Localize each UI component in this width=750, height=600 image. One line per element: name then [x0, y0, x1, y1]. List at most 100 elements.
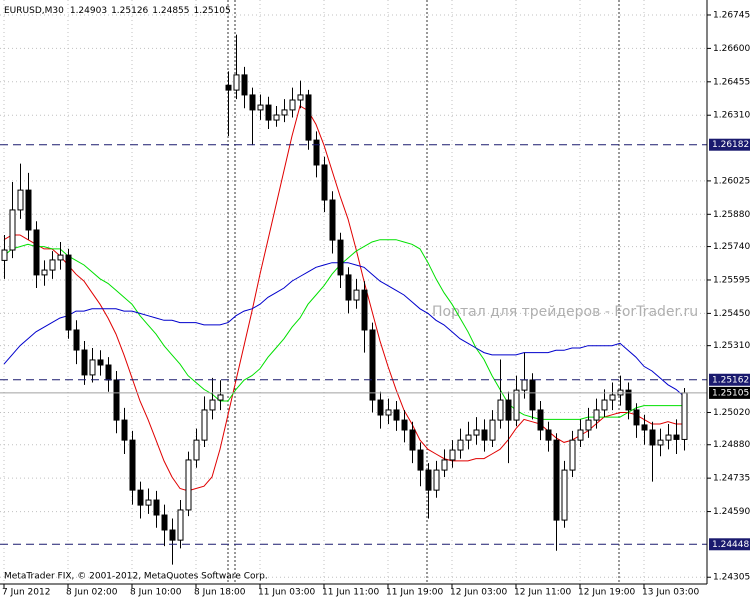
x-tick-label: 13 Jun 03:00 — [642, 588, 699, 598]
y-tick-label: 1.25595 — [713, 275, 750, 285]
candle-body — [209, 399, 216, 411]
x-tick-label: 8 Jun 18:00 — [194, 588, 246, 598]
candle-body — [449, 449, 456, 461]
candle-body — [345, 274, 352, 301]
high-value: 1.25126 — [111, 6, 148, 16]
x-tick-label: 11 Jun 19:00 — [386, 588, 443, 598]
axes: 1.26745 1.26600 1.26455 1.26310 1.26025 1.258… — [2, 10, 750, 598]
candle-body — [281, 109, 288, 116]
candle-body — [1, 249, 8, 261]
y-tick-label: 1.25020 — [713, 408, 750, 418]
open-value: 1.24903 — [70, 6, 107, 16]
candle-body — [137, 489, 144, 506]
candle-body — [361, 289, 368, 331]
y-tick-label: 1.26310 — [713, 111, 750, 121]
y-tick-label: 1.26455 — [713, 77, 750, 87]
x-tick-label: 7 Jun 2012 — [2, 588, 50, 598]
y-tick-label: 1.25880 — [713, 210, 750, 220]
candle-body — [265, 104, 272, 121]
candle-body — [225, 84, 232, 91]
candle-body — [145, 499, 152, 506]
chart-header: EURUSD,M30 1.24903 1.25126 1.24855 1.25105 — [4, 6, 231, 16]
close-value: 1.25105 — [194, 6, 231, 16]
y-tick-label: 1.24735 — [713, 474, 750, 484]
candle-body — [9, 209, 16, 251]
level-label: 1.25162 — [712, 375, 749, 385]
y-tick-label: 1.24880 — [713, 440, 750, 450]
candle-body — [97, 359, 104, 366]
moving-average — [3, 262, 685, 397]
candle-body — [161, 514, 168, 531]
level-label: 1.24448 — [712, 540, 749, 550]
candle-body — [585, 419, 592, 431]
candle-body — [129, 439, 136, 491]
x-tick-label: 8 Jun 02:00 — [66, 588, 118, 598]
candle-body — [33, 229, 40, 276]
x-tick-label: 11 Jun 03:00 — [258, 588, 315, 598]
y-tick-label: 1.26600 — [713, 44, 750, 54]
candle-body — [393, 409, 400, 421]
candle-body — [257, 104, 264, 111]
candle-body — [153, 499, 160, 516]
symbol: EURUSD,M30 — [4, 6, 64, 16]
candle-body — [185, 459, 192, 511]
time-scale — [0, 584, 707, 600]
level-label-box — [709, 373, 750, 386]
candle-body — [385, 409, 392, 416]
current-price-label: 1.25105 — [712, 388, 749, 398]
candle-body — [417, 449, 424, 471]
candle-body — [665, 434, 672, 441]
candle-body — [561, 469, 568, 521]
candle-body — [569, 439, 576, 471]
candle-body — [289, 99, 296, 111]
candle-body — [337, 239, 344, 276]
candle-body — [321, 164, 328, 201]
candle-body — [481, 429, 488, 441]
candle-body — [201, 409, 208, 441]
candle-body — [545, 429, 552, 441]
candle-body — [489, 419, 496, 441]
candle-body — [473, 429, 480, 436]
candle-body — [105, 364, 112, 381]
candle-body — [433, 469, 440, 491]
y-tick-label: 1.26025 — [713, 176, 750, 186]
candle-body — [633, 409, 640, 426]
y-tick-label: 1.24590 — [713, 507, 750, 517]
candle-body — [297, 94, 304, 101]
candle-body — [121, 419, 128, 441]
candle-body — [657, 439, 664, 446]
plot — [0, 34, 707, 565]
candle-body — [169, 529, 176, 541]
candle-body — [73, 329, 80, 351]
candle-body — [89, 359, 96, 376]
x-tick-label: 8 Jun 10:00 — [130, 588, 182, 598]
candle-body — [609, 394, 616, 401]
candle-body — [465, 434, 472, 441]
copyright: MetaTrader FIX, © 2001-2012, MetaQuotes … — [4, 572, 268, 582]
y-tick-label: 1.26745 — [713, 10, 750, 20]
level-label-box — [709, 138, 750, 151]
candle-body — [41, 269, 48, 276]
price-scale — [707, 0, 750, 600]
candle-body — [537, 409, 544, 431]
candle-body — [81, 349, 88, 376]
candle-body — [593, 409, 600, 421]
candle-body — [25, 189, 32, 231]
y-tick-label: 1.24305 — [713, 573, 750, 583]
candle-body — [625, 389, 632, 411]
x-tick-label: 12 Jun 03:00 — [450, 588, 507, 598]
candle-body — [273, 114, 280, 121]
candle-body — [649, 429, 656, 446]
candle-body — [193, 439, 200, 461]
current-price-box — [709, 386, 750, 399]
candle-body — [233, 74, 240, 91]
candle-body — [241, 74, 248, 96]
candle-body — [313, 139, 320, 166]
candle-body — [401, 419, 408, 431]
candle-body — [177, 509, 184, 541]
candle-body — [249, 94, 256, 111]
candle-body — [425, 469, 432, 491]
candle-body — [601, 399, 608, 411]
